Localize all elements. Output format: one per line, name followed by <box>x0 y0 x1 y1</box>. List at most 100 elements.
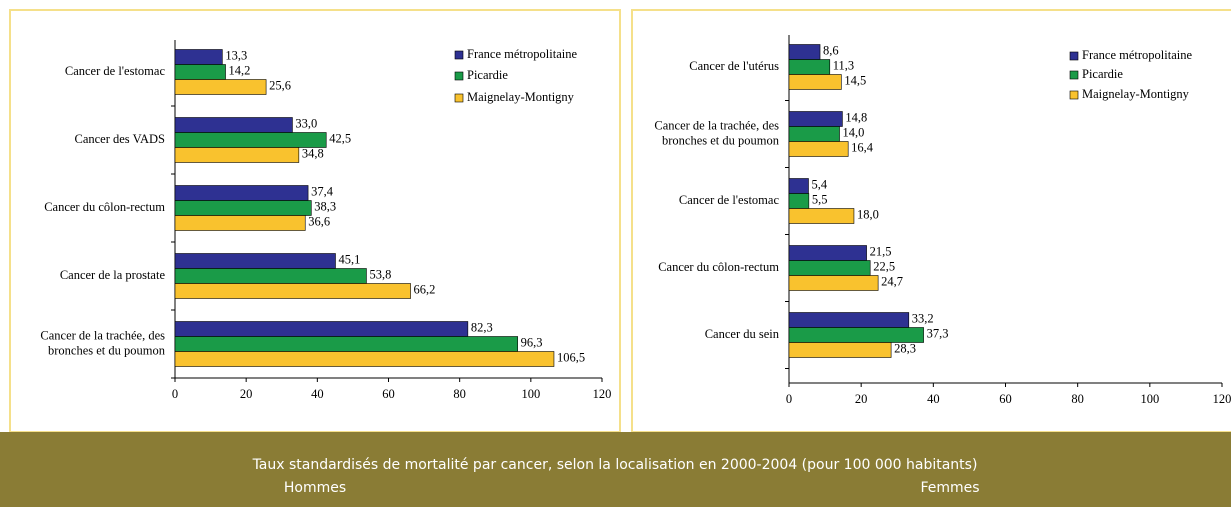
y-tick-label: Cancer de l'estomac <box>679 193 780 207</box>
legend-label: Maignelay-Montigny <box>1082 87 1190 101</box>
x-tick-label: 40 <box>311 387 324 401</box>
panel-title: Hommes <box>284 480 346 496</box>
y-tick-label: Cancer de l'utérus <box>689 59 779 73</box>
y-tick-label: Cancer de la trachée, des bronches et du … <box>654 118 779 147</box>
data-label: 25,6 <box>269 78 291 92</box>
data-label: 42,5 <box>329 131 351 145</box>
legend-swatch <box>1069 70 1079 80</box>
legend-label: France métropolitaine <box>467 47 577 61</box>
data-label: 82,3 <box>471 320 493 334</box>
data-label: 36,6 <box>308 214 330 228</box>
y-tick-label: Cancer du côlon-rectum <box>44 200 165 214</box>
legend-label: France métropolitaine <box>1082 48 1192 62</box>
data-label: 13,3 <box>225 48 247 62</box>
y-tick-label: Cancer du côlon-rectum <box>658 260 779 274</box>
legend-label: Picardie <box>467 68 508 82</box>
x-tick-label: 20 <box>240 387 253 401</box>
x-tick-label: 120 <box>1213 392 1231 406</box>
panel-border <box>631 9 1231 433</box>
bar <box>174 321 469 337</box>
data-label: 96,3 <box>521 335 543 349</box>
bar <box>174 336 518 352</box>
bar <box>174 49 223 65</box>
bar <box>788 111 843 127</box>
x-tick-label: 0 <box>786 392 792 406</box>
data-label: 22,5 <box>873 259 895 273</box>
legend-swatch <box>454 93 464 103</box>
data-label: 53,8 <box>369 267 391 281</box>
data-label: 106,5 <box>557 350 585 364</box>
x-tick-label: 100 <box>1140 392 1159 406</box>
bar <box>788 260 871 276</box>
x-tick-label: 20 <box>855 392 868 406</box>
data-label: 11,3 <box>833 58 854 72</box>
data-label: 14,5 <box>844 73 866 87</box>
data-label: 33,0 <box>295 116 317 130</box>
bar <box>788 312 910 328</box>
data-label: 5,4 <box>811 177 827 191</box>
x-tick-label: 60 <box>382 387 395 401</box>
data-label: 45,1 <box>338 252 360 266</box>
bar <box>174 132 327 148</box>
data-label: 33,2 <box>912 311 934 325</box>
legend-swatch <box>454 50 464 60</box>
legend-swatch <box>454 71 464 81</box>
data-label: 14,0 <box>843 125 865 139</box>
bar <box>788 141 849 157</box>
data-label: 14,2 <box>229 63 251 77</box>
bar <box>788 245 867 261</box>
data-label: 8,6 <box>823 43 839 57</box>
data-label: 5,5 <box>812 192 828 206</box>
bar <box>788 126 840 142</box>
x-tick-label: 80 <box>1071 392 1084 406</box>
x-tick-label: 120 <box>593 387 612 401</box>
data-label: 14,8 <box>845 110 867 124</box>
data-label: 66,2 <box>414 282 436 296</box>
legend-swatch <box>1069 51 1079 61</box>
data-label: 18,0 <box>857 207 879 221</box>
bar <box>788 342 892 358</box>
x-tick-label: 60 <box>999 392 1012 406</box>
bar <box>174 147 300 163</box>
bar <box>788 178 809 194</box>
bar <box>174 185 309 201</box>
bar <box>788 193 810 209</box>
bar <box>788 74 842 90</box>
x-tick-label: 100 <box>521 387 540 401</box>
bar <box>174 351 555 367</box>
caption-band <box>0 432 1231 507</box>
bar <box>174 283 411 299</box>
x-tick-label: 80 <box>453 387 466 401</box>
bar <box>788 44 821 60</box>
bar <box>788 59 831 75</box>
data-label: 37,3 <box>927 326 949 340</box>
caption: Taux standardisés de mortalité par cance… <box>252 457 978 473</box>
bar <box>788 327 924 343</box>
panel-title: Femmes <box>920 480 979 496</box>
legend-swatch <box>1069 90 1079 100</box>
data-label: 21,5 <box>870 244 892 258</box>
bar <box>174 268 367 284</box>
bar <box>174 253 336 269</box>
data-label: 37,4 <box>311 184 334 198</box>
bar <box>174 64 226 80</box>
bar <box>174 215 306 231</box>
y-tick-label: Cancer des VADS <box>74 132 165 146</box>
bar <box>788 275 879 291</box>
y-tick-label: Cancer du sein <box>705 327 780 341</box>
data-label: 34,8 <box>302 146 324 160</box>
bar <box>174 79 267 95</box>
x-tick-label: 40 <box>927 392 940 406</box>
y-tick-label: Cancer de l'estomac <box>65 64 166 78</box>
data-label: 28,3 <box>894 341 916 355</box>
legend-label: Maignelay-Montigny <box>467 90 575 104</box>
y-tick-label: Cancer de la trachée, des bronches et du … <box>40 328 165 357</box>
data-label: 16,4 <box>851 140 874 154</box>
bar <box>174 117 293 133</box>
y-tick-label: Cancer de la prostate <box>60 268 166 282</box>
bar <box>174 200 312 216</box>
bar <box>788 208 855 224</box>
x-tick-label: 0 <box>172 387 178 401</box>
